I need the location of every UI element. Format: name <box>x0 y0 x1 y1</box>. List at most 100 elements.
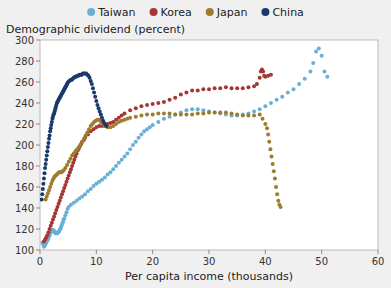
point <box>48 134 52 138</box>
x-tick <box>152 250 153 254</box>
y-tick <box>36 103 40 104</box>
point <box>274 185 278 189</box>
y-tick-label: 120 <box>15 224 34 235</box>
point <box>317 46 321 50</box>
x-tick <box>378 250 379 254</box>
point <box>297 82 301 86</box>
point <box>83 192 87 196</box>
point <box>162 112 166 116</box>
legend-marker <box>150 8 158 16</box>
point <box>103 176 107 180</box>
point <box>134 140 138 144</box>
x-tick-label: 60 <box>372 256 385 267</box>
point <box>261 70 265 74</box>
legend: TaiwanKoreaJapanChina <box>87 6 304 19</box>
y-tick-label: 300 <box>15 35 34 46</box>
point <box>190 88 194 92</box>
point <box>42 177 46 181</box>
y-tick <box>36 145 40 146</box>
point <box>314 50 318 54</box>
point <box>246 114 250 118</box>
y-tick-label: 240 <box>15 98 34 109</box>
point <box>134 106 138 110</box>
point <box>151 123 155 127</box>
point <box>308 70 312 74</box>
x-tick <box>265 250 266 254</box>
point <box>241 114 245 118</box>
point <box>268 147 272 151</box>
y-tick-label: 260 <box>15 77 34 88</box>
point <box>45 154 49 158</box>
legend-item: Japan <box>206 6 248 19</box>
y-tick <box>36 208 40 209</box>
point <box>190 113 194 117</box>
point <box>213 110 217 114</box>
point <box>162 117 166 121</box>
legend-label: Korea <box>161 6 192 19</box>
point <box>224 110 228 114</box>
point <box>201 112 205 116</box>
point <box>145 113 149 117</box>
point <box>269 73 273 77</box>
series <box>40 46 329 248</box>
point <box>258 113 262 117</box>
point <box>137 136 141 140</box>
point <box>263 122 267 126</box>
point <box>151 113 155 117</box>
legend-label: Taiwan <box>97 6 135 19</box>
point <box>246 85 250 89</box>
point <box>322 70 326 74</box>
point <box>173 113 177 117</box>
series <box>42 67 273 243</box>
point <box>46 141 50 145</box>
point <box>196 112 200 116</box>
x-tick <box>209 250 210 254</box>
point <box>218 86 222 90</box>
point <box>213 86 217 90</box>
point <box>92 91 96 95</box>
point <box>269 101 273 105</box>
point <box>40 198 44 202</box>
point <box>213 110 217 114</box>
x-tick <box>40 250 41 254</box>
point <box>311 61 315 65</box>
y-tick <box>36 250 40 251</box>
point <box>184 91 188 95</box>
series <box>44 110 283 209</box>
point <box>266 133 270 137</box>
point <box>275 98 279 102</box>
point <box>276 199 280 203</box>
point <box>190 107 194 111</box>
point <box>261 117 265 121</box>
x-tick-label: 30 <box>203 256 216 267</box>
point <box>201 87 205 91</box>
point <box>255 82 259 86</box>
point <box>173 113 177 117</box>
point <box>196 88 200 92</box>
point <box>131 143 135 147</box>
legend-item: Korea <box>150 6 192 19</box>
x-tick <box>321 250 322 254</box>
point <box>184 108 188 112</box>
point <box>275 192 279 196</box>
point <box>252 114 256 118</box>
y-tick <box>36 40 40 41</box>
point <box>235 113 239 117</box>
y-tick-label: 160 <box>15 182 34 193</box>
y-tick-label: 220 <box>15 119 34 130</box>
series <box>40 72 108 202</box>
point <box>145 103 149 107</box>
x-tick <box>96 250 97 254</box>
point <box>43 171 47 175</box>
point <box>40 192 44 196</box>
point <box>196 107 200 111</box>
point <box>139 114 143 118</box>
legend-marker <box>206 8 214 16</box>
point <box>179 93 183 97</box>
x-tick-label: 50 <box>315 256 328 267</box>
y-axis-label: Demographic dividend (percent) <box>6 23 185 36</box>
legend-marker <box>261 8 269 16</box>
point <box>90 82 94 86</box>
point <box>139 133 143 137</box>
y-tick-label: 180 <box>15 161 34 172</box>
